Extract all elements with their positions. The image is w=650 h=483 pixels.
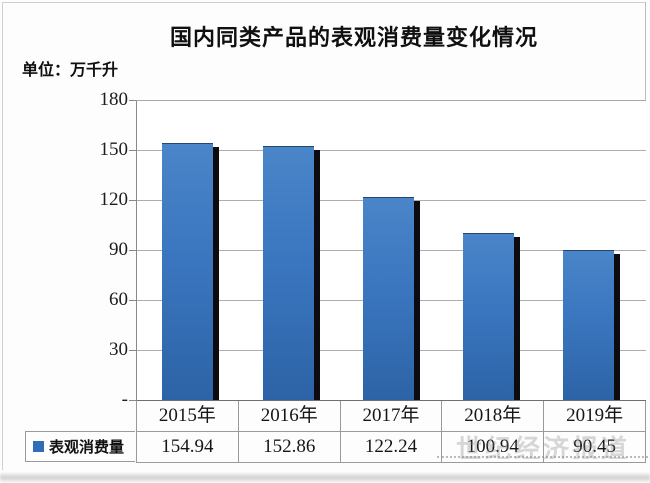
watermark-dotted-line	[437, 456, 648, 458]
bar-2018	[463, 233, 514, 401]
y-tick-label: 120	[99, 189, 129, 210]
bar-2015	[162, 143, 213, 401]
x-axis-category-row: 2015年 2016年 2017年 2018年 2019年	[136, 400, 646, 432]
legend-cell: 表观消费量	[25, 431, 135, 462]
data-table-value-row: 154.94 152.86 122.24 100.94 90.45	[136, 431, 646, 463]
legend-label: 表观消费量	[49, 438, 125, 456]
x-category-label: 2016年	[239, 401, 341, 431]
value-cell: 100.94	[442, 431, 545, 462]
value-cell: 122.24	[341, 431, 443, 462]
y-tick-label: 30	[109, 339, 128, 360]
x-category-label: 2018年	[442, 401, 545, 431]
y-tick-label: 60	[109, 289, 128, 310]
y-tick-label: 150	[99, 139, 129, 160]
y-tick-label: 90	[109, 239, 128, 260]
bar-2017	[363, 197, 414, 401]
bar-shadow-2016	[314, 150, 320, 401]
frame-border-top	[3, 2, 646, 3]
legend-square-icon	[33, 441, 44, 452]
y-tick-label: 180	[99, 89, 129, 110]
bar-shadow-2015	[213, 147, 219, 401]
bar-2016	[263, 146, 314, 401]
plot-area	[136, 100, 646, 401]
y-tick-mark	[129, 150, 136, 151]
y-tick-mark	[129, 100, 136, 101]
bottom-gray-band	[0, 473, 650, 482]
unit-label: 单位：万千升	[22, 60, 119, 79]
y-tick-mark	[129, 250, 136, 251]
bar-shadow-2018	[514, 237, 520, 401]
y-tick-mark	[129, 400, 136, 401]
bar-shadow-2017	[414, 201, 420, 401]
bar-2019	[563, 250, 614, 401]
x-category-label: 2019年	[544, 401, 646, 431]
value-cell: 152.86	[239, 431, 341, 462]
x-category-label: 2015年	[137, 401, 239, 431]
frame-border-left	[2, 2, 3, 470]
x-category-label: 2017年	[341, 401, 443, 431]
y-tick-mark	[129, 350, 136, 351]
value-cell: 90.45	[544, 431, 646, 462]
gridline	[137, 150, 646, 151]
bar-shadow-2019	[614, 254, 620, 401]
y-tick-mark	[129, 300, 136, 301]
value-cell: 154.94	[137, 431, 239, 462]
chart-title: 国内同类产品的表观消费量变化情况	[169, 26, 538, 51]
y-tick-label: -	[121, 389, 128, 410]
y-tick-mark	[129, 200, 136, 201]
